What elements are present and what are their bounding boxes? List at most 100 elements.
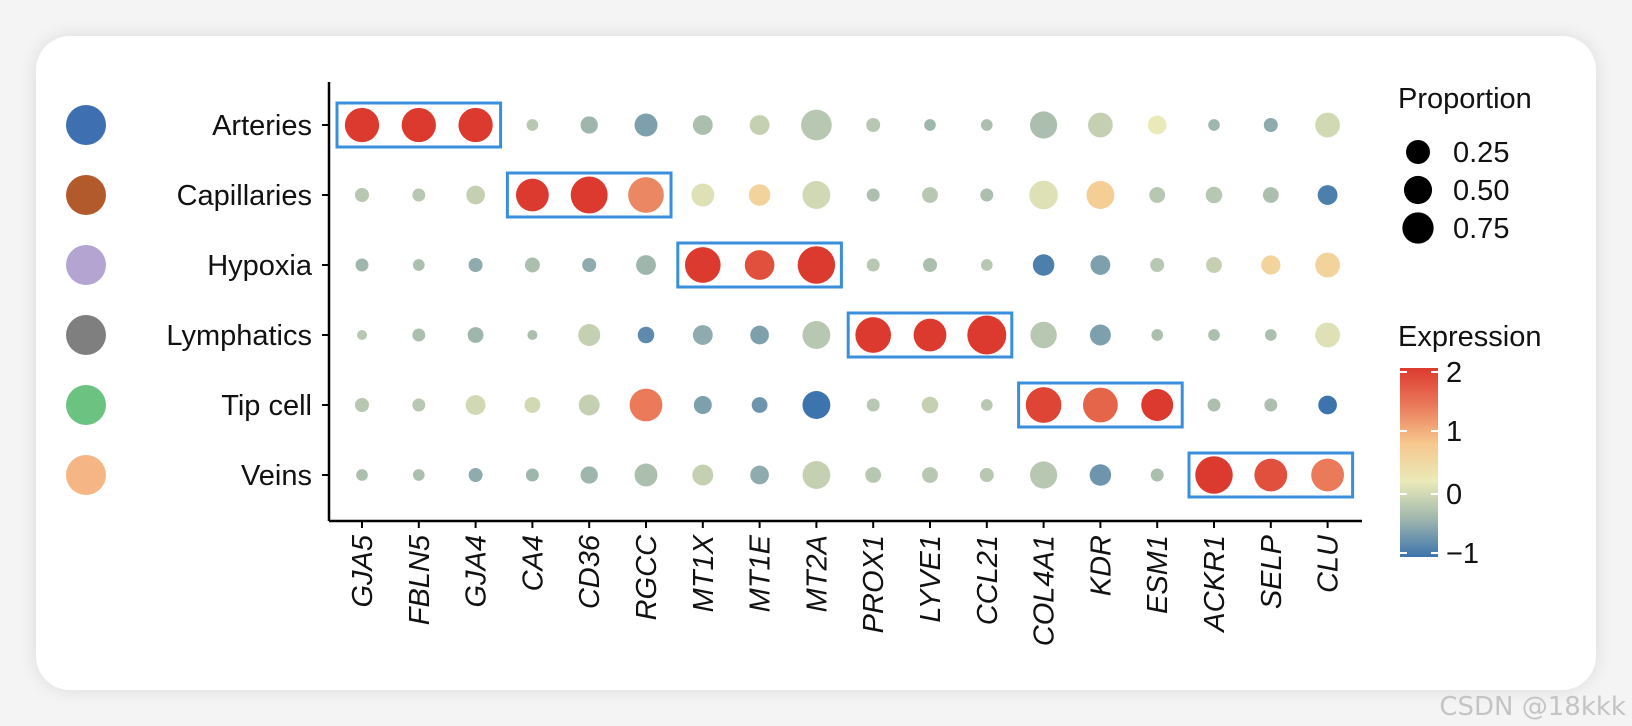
dot [1025,387,1062,423]
dot [1208,119,1220,131]
row-label: Lymphatics [166,320,312,352]
column-label: KDR [1085,535,1117,596]
dot [1262,187,1279,203]
dot [748,184,771,206]
dot [1206,257,1222,273]
dot [1088,112,1113,138]
dot [1261,255,1281,275]
color-legend-label: 1 [1446,416,1462,448]
dot [1315,322,1340,348]
dot [1030,321,1057,349]
column-label: RGCC [631,534,663,620]
size-legend-label: 0.75 [1453,213,1509,245]
dot [344,107,380,143]
dot [578,324,601,346]
highlight-box [676,241,843,289]
dot [355,398,369,412]
dot [412,469,425,481]
column-label: CLU [1313,534,1345,593]
color-legend-label: 0 [1446,479,1462,511]
dot [866,258,880,272]
dot [526,119,539,131]
column-label: COL4A1 [1029,535,1061,646]
column-label: SELP [1256,534,1288,609]
dot [412,398,426,412]
dot [979,468,994,482]
dot [1086,181,1115,209]
column-label: ESM1 [1142,535,1174,614]
dot [980,259,993,271]
dot [1205,186,1223,204]
dot [684,247,721,283]
figure-card [36,36,1596,690]
dot [980,399,993,411]
dot [1195,456,1233,494]
dot [1150,258,1165,272]
dot [692,115,713,135]
dot [1208,329,1220,341]
dot [467,327,484,343]
row-swatch-hypoxia [66,245,106,285]
row-label: Capillaries [177,180,312,212]
dot [749,115,770,135]
highlight-box [1017,381,1184,429]
dot [750,325,769,345]
dot [802,321,831,349]
highlight-box [1187,451,1355,499]
dot [744,250,775,280]
dot [1263,118,1278,132]
dot [1141,389,1174,421]
dot [634,463,658,487]
dot [980,119,993,131]
dot [636,255,656,275]
dot [468,258,483,272]
color-legend-label: 2 [1446,357,1462,389]
size-legend-dot [1403,175,1433,205]
dot [629,388,663,422]
dot [1082,387,1118,423]
dot [751,397,768,413]
row-label: Tip cell [221,390,312,422]
size-legend-label: 0.50 [1453,175,1509,207]
dot [922,187,938,203]
dot [801,109,832,141]
row-swatch-lymphatics [66,315,106,355]
row-swatch-veins [66,455,106,495]
row-label: Veins [241,460,312,492]
dot [412,259,425,271]
dot [582,258,597,272]
highlight-box [505,171,673,219]
dot [1254,458,1288,492]
dot [866,118,881,132]
dot [1264,329,1277,341]
dot [924,119,936,131]
dot [802,181,831,209]
dot [355,188,369,202]
dot [634,113,658,137]
color-legend-bar [1400,368,1438,557]
dot [855,317,892,353]
dot [1089,324,1111,346]
size-legend-dot [1402,212,1434,244]
dot [580,466,598,484]
dot [356,469,368,481]
dot [1029,180,1058,210]
dot [1030,111,1058,139]
dot [524,257,540,273]
column-label: PROX1 [858,535,890,633]
dot [750,465,769,485]
dot [628,177,664,213]
highlight-box [335,101,503,149]
dot [524,397,541,413]
row-swatch-capillaries [66,175,106,215]
dot [802,461,831,489]
watermark: CSDN @18kkk [1439,692,1626,722]
dot [692,325,713,345]
dot [1147,115,1167,135]
dot [466,185,485,205]
dot [1030,461,1058,489]
dot [527,330,538,340]
dot [1317,185,1338,205]
column-label: CD36 [574,534,606,609]
